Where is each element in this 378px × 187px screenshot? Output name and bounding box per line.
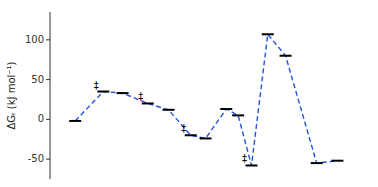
energy-level	[331, 160, 343, 162]
y-tick	[46, 79, 50, 80]
y-tick	[46, 159, 50, 160]
y-tick-label: 0	[38, 113, 44, 124]
y-tick-label: -50	[28, 153, 44, 164]
ts-label: ‡	[94, 80, 99, 91]
energy-level	[117, 92, 129, 94]
connector-line	[75, 34, 337, 165]
energy-level	[142, 102, 154, 104]
energy-level	[311, 162, 323, 164]
y-tick-label: 100	[25, 34, 44, 45]
energy-level	[185, 134, 197, 136]
energy-level	[69, 120, 81, 122]
y-tick	[46, 119, 50, 120]
energy-level	[280, 55, 292, 57]
ts-label: ‡	[181, 123, 186, 134]
energy-level	[232, 114, 244, 116]
y-tick-label: 50	[31, 74, 44, 85]
energy-level	[220, 108, 232, 110]
energy-level	[245, 164, 257, 166]
y-axis	[50, 12, 51, 179]
plot-area	[69, 34, 343, 165]
y-axis-label: ΔGᵣ (kJ mol⁻¹)	[6, 61, 17, 129]
y-tick	[46, 39, 50, 40]
energy-level	[200, 137, 212, 139]
energy-level	[262, 33, 274, 35]
energy-level	[97, 91, 109, 93]
ts-label: ‡	[242, 153, 247, 164]
energy-level	[163, 109, 175, 111]
ts-label: ‡	[138, 91, 143, 102]
chart: -50 0 50 100 ΔGᵣ (kJ mol⁻¹) ‡ ‡ ‡ ‡	[0, 0, 378, 187]
